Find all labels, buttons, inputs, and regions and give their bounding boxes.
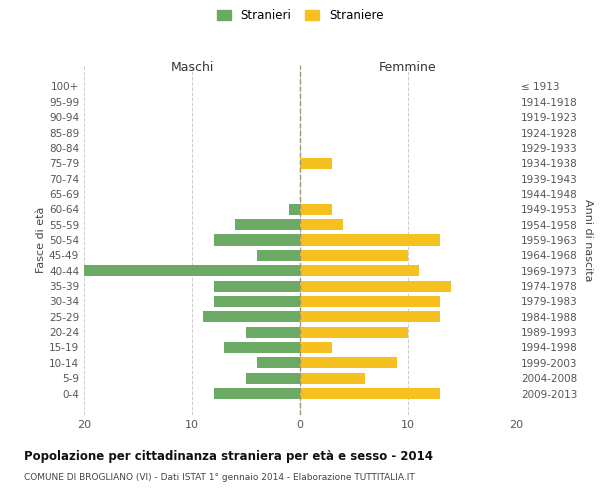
Text: Popolazione per cittadinanza straniera per età e sesso - 2014: Popolazione per cittadinanza straniera p…	[24, 450, 433, 463]
Bar	[300, 204, 332, 215]
Bar	[300, 388, 440, 399]
Bar	[214, 234, 300, 246]
Bar	[300, 312, 440, 322]
Text: Femmine: Femmine	[379, 61, 437, 74]
Bar	[300, 342, 332, 353]
Y-axis label: Fasce di età: Fasce di età	[36, 207, 46, 273]
Bar	[214, 280, 300, 291]
Bar	[300, 296, 440, 307]
Bar	[246, 372, 300, 384]
Bar	[300, 326, 408, 338]
Bar	[300, 234, 440, 246]
Text: Maschi: Maschi	[170, 61, 214, 74]
Bar	[214, 296, 300, 307]
Bar	[257, 358, 300, 368]
Bar	[300, 280, 451, 291]
Bar	[300, 358, 397, 368]
Bar	[84, 265, 300, 276]
Bar	[300, 265, 419, 276]
Bar	[203, 312, 300, 322]
Y-axis label: Anni di nascita: Anni di nascita	[583, 198, 593, 281]
Text: COMUNE DI BROGLIANO (VI) - Dati ISTAT 1° gennaio 2014 - Elaborazione TUTTITALIA.: COMUNE DI BROGLIANO (VI) - Dati ISTAT 1°…	[24, 472, 415, 482]
Bar	[214, 388, 300, 399]
Bar	[246, 326, 300, 338]
Legend: Stranieri, Straniere: Stranieri, Straniere	[213, 6, 387, 26]
Bar	[300, 250, 408, 261]
Bar	[257, 250, 300, 261]
Bar	[235, 219, 300, 230]
Bar	[300, 372, 365, 384]
Bar	[224, 342, 300, 353]
Bar	[300, 158, 332, 168]
Bar	[289, 204, 300, 215]
Bar	[300, 219, 343, 230]
